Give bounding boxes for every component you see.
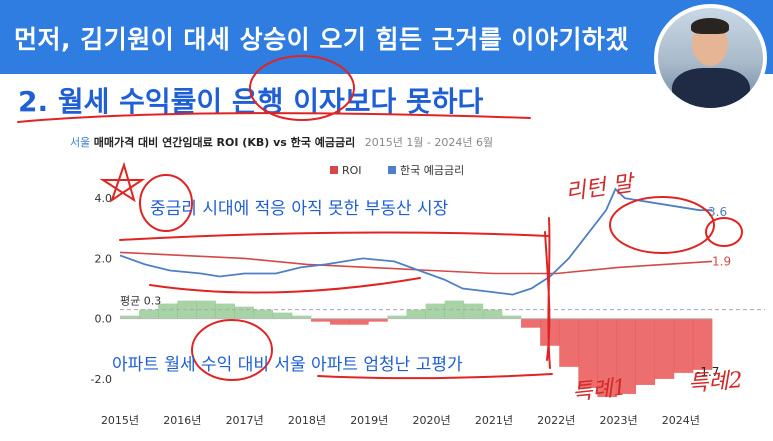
gap-bar [406, 309, 426, 319]
underline-ann-top-2 [149, 277, 421, 294]
gap-bar [692, 318, 713, 370]
gap-bar [177, 300, 197, 319]
x-tick-label: 2016년 [163, 414, 201, 427]
gap-bar [139, 309, 159, 319]
annotation-top: 중금리 시대에 적응 아직 못한 부동산 시장 [150, 199, 449, 219]
presenter-hair [691, 18, 729, 34]
gap-bar [559, 318, 579, 367]
end-label-roi: 1.9 [712, 254, 731, 268]
gap-bar [291, 315, 312, 319]
circle-mark-peak [609, 196, 715, 254]
gap-bar [425, 303, 446, 319]
gap-bar [654, 318, 675, 379]
gap-bar [578, 318, 598, 388]
gap-bars [120, 300, 713, 397]
gap-bar [387, 315, 407, 319]
x-tick-label: 2023년 [599, 414, 637, 427]
legend-deposit-swatch [388, 166, 396, 174]
gap-bar [635, 318, 656, 385]
average-label: 평균 0.3 [120, 295, 161, 308]
x-tick-label: 2021년 [475, 414, 513, 427]
x-tick-label: 2022년 [537, 414, 575, 427]
star-mark [99, 161, 146, 203]
y-tick-label: 2.0 [95, 252, 113, 265]
y-tick-label: 4.0 [95, 192, 113, 205]
gap-bar [253, 309, 274, 319]
circle-mark-top-left [139, 174, 193, 232]
gap-bar [349, 318, 369, 325]
x-tick-label: 2015년 [101, 414, 139, 427]
gap-bar [120, 315, 140, 319]
gap-bar [482, 309, 503, 319]
y-axis-ticks: 4.0 2.0 0.0 -2.0 [91, 192, 112, 386]
deposit-rate-line [119, 187, 712, 296]
handwritten-note-2: 특례1 [571, 375, 628, 406]
chart-title-period: 2015년 1월 - 2024년 6월 [364, 136, 494, 149]
circle-mark-bank [249, 55, 355, 121]
title-banner: 먼저, 김기원이 대세 상승이 오기 힘든 근거를 이야기하겠 [0, 0, 773, 74]
x-tick-label: 2018년 [288, 414, 326, 427]
chart-title-main: 매매가격 대비 연간임대료 ROI (KB) vs 한국 예금금리 [93, 136, 356, 149]
x-tick-label: 2020년 [413, 414, 451, 427]
x-tick-label: 2017년 [226, 414, 264, 427]
annotation-bottom: 아파트 월세 수익 대비 서울 아파트 엄청난 고평가 [112, 355, 463, 375]
underline-ann-bottom [317, 373, 553, 380]
circle-mark-bottom-left [191, 319, 273, 381]
gap-bar [501, 315, 522, 319]
gap-bar [463, 303, 484, 319]
legend-roi-swatch [330, 166, 338, 174]
x-axis-ticks: 2015년 2016년 2017년 2018년 2019년 2020년 2021년 2022년… [101, 414, 700, 427]
gap-bar [368, 318, 388, 322]
legend-deposit-label: 한국 예금금리 [400, 164, 464, 177]
gap-bar [521, 318, 541, 328]
underline-ann-top [119, 231, 549, 241]
chart-title: 서울 매매가격 대비 연간임대료 ROI (KB) vs 한국 예금금리 201… [70, 134, 493, 150]
banner-text: 먼저, 김기원이 대세 상승이 오기 힘든 근거를 이야기하겠 [14, 25, 629, 54]
presenter-video [658, 8, 763, 108]
end-label-gap: -1.7 [696, 365, 719, 379]
gap-bar [597, 318, 617, 397]
gap-bar [330, 318, 350, 325]
legend-roi-label: ROI [342, 164, 362, 177]
x-tick-label: 2024년 [662, 414, 700, 427]
handdrawn-annotations [17, 55, 743, 381]
x-tick-label: 2019년 [350, 414, 388, 427]
presenter-shirt [672, 68, 750, 108]
y-tick-label: -2.0 [91, 373, 112, 386]
underline-subtitle [17, 112, 531, 123]
presenter-video-overlay [654, 4, 767, 112]
gap-bar [272, 312, 293, 319]
circle-mark-end-value [705, 217, 743, 247]
gap-bar [310, 318, 331, 322]
gap-bar [215, 303, 235, 319]
vertical-divider-2022 [544, 217, 551, 369]
chart-legend: ROI 한국 예금금리 [330, 164, 464, 177]
gap-bar [444, 300, 465, 319]
gap-bar [616, 318, 637, 394]
handwritten-note-3: 특례2 [687, 368, 744, 397]
gap-bar [673, 318, 694, 373]
chart-title-city: 서울 [70, 136, 91, 149]
series-lines [119, 187, 713, 296]
gap-bar [158, 303, 178, 319]
y-tick-label: 0.0 [95, 313, 113, 326]
gap-bar [234, 306, 255, 319]
roi-line [119, 251, 713, 275]
end-label-deposit: 3.6 [708, 205, 727, 219]
